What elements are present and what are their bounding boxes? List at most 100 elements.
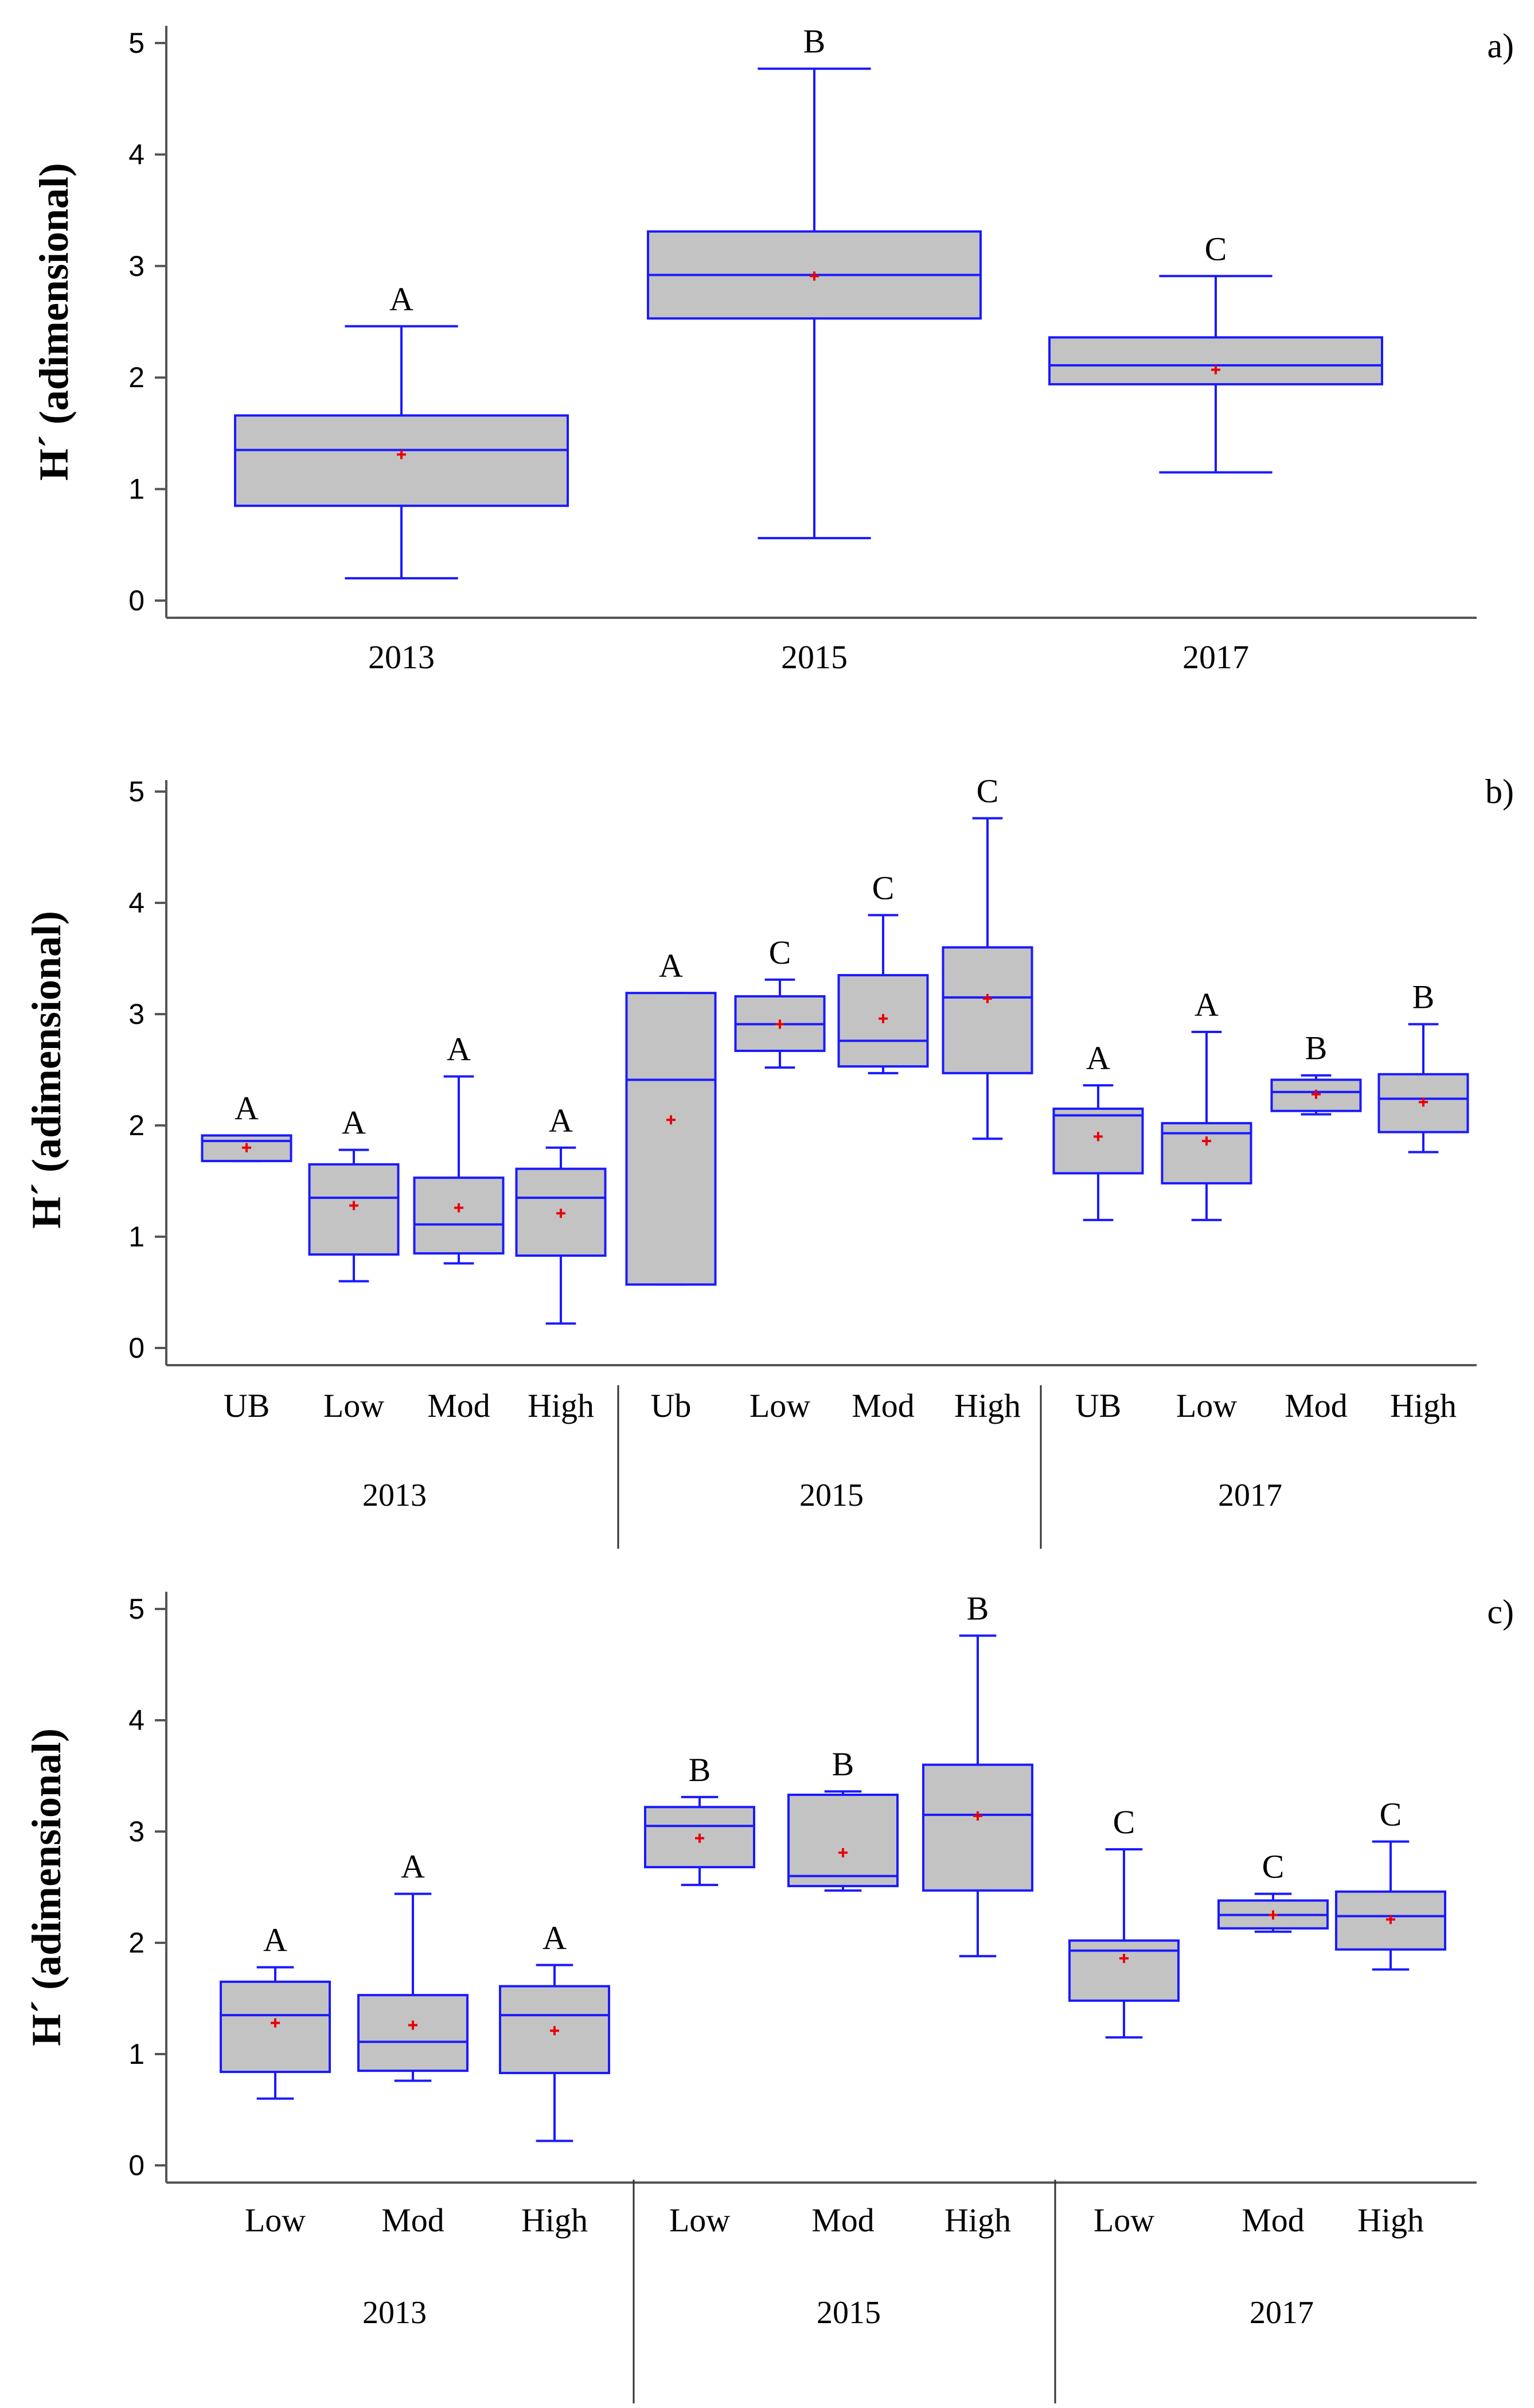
box-8: C High [1335,1795,1446,2239]
panel-b: 0 1 2 3 4 5 H´ (adimensional) b) A UB A Low A Mod A Hig… [24,773,1514,1549]
y-tick-label: 1 [128,473,145,505]
significance-letter: A [342,1104,366,1141]
box-5: B High [922,1590,1033,2239]
box-7: C High [942,773,1033,1424]
x-tick-label: Low [1094,2202,1154,2239]
x-tick-label: Mod [427,1387,490,1424]
box-0: A UB [201,1089,292,1424]
iqr-box [625,992,717,1286]
significance-letter: A [659,947,683,984]
y-tick-label: 5 [128,27,145,59]
x-tick-label: Low [323,1387,384,1424]
significance-letter: B [803,23,826,60]
y-tick-label: 2 [128,361,145,393]
box-2: C 2017 [1048,230,1383,676]
significance-letter: A [235,1089,259,1127]
box-10: B Mod [1270,1030,1362,1424]
x-tick-label: 2017 [1182,638,1249,676]
panel-c: 0 1 2 3 4 5 H´ (adimensional) c) A Low A Mod A High B L… [24,1590,1514,2403]
box-4: B Mod [787,1745,899,2239]
x-tick-label: Mod [852,1387,915,1424]
panel-a: 0 1 2 3 4 5 H´ (adimensional) a) A 2013 B 2015 C 2017 [31,23,1514,676]
significance-letter: C [769,934,791,971]
significance-letter: A [447,1031,471,1068]
significance-letter: C [1380,1795,1402,1833]
significance-letter: B [689,1751,711,1789]
x-tick-label: Low [1176,1387,1237,1424]
box-4: A Ub [625,947,717,1424]
y-axis-title: H´ (adimensional) [24,1728,69,2046]
box-6: C Low [1068,1803,1180,2239]
significance-letter: A [389,280,413,318]
panel-tag: c) [1487,1593,1514,1631]
significance-letter: B [967,1590,989,1627]
panel-tag: b) [1485,773,1514,811]
y-tick-label: 1 [128,2038,145,2070]
box-0: A Low [220,1922,331,2239]
y-axis-title: H´ (adimensional) [24,911,69,1229]
group-label: 2015 [817,2295,881,2331]
significance-letter: A [549,1102,573,1139]
y-tick-label: 2 [128,1927,145,1959]
y-tick-label: 4 [128,1704,145,1736]
panel-tag: a) [1487,27,1514,65]
box-11: B High [1377,978,1469,1424]
y-tick-label: 0 [128,2149,145,2181]
y-tick-label: 5 [128,776,145,808]
significance-letter: A [1195,986,1219,1023]
x-tick-label: Low [669,2202,730,2239]
box-1: B 2015 [647,23,982,676]
x-tick-label: 2015 [781,638,848,676]
x-tick-label: High [1357,2202,1424,2239]
box-8: A UB [1052,1039,1144,1424]
x-tick-label: High [954,1387,1021,1424]
x-tick-label: Mod [381,2202,444,2239]
iqr-box [413,1176,505,1255]
x-tick-label: Mod [1285,1387,1348,1424]
y-tick-label: 4 [128,138,145,170]
y-tick-label: 3 [128,1815,145,1848]
iqr-box [357,1994,469,2072]
box-2: A High [499,1919,610,2239]
x-tick-label: Low [245,2202,306,2239]
box-9: A Low [1161,986,1252,1424]
box-1: A Mod [357,1848,469,2239]
box-1: A Low [308,1104,400,1424]
significance-letter: C [872,869,895,906]
group-label: 2013 [362,1478,427,1513]
significance-letter: C [1262,1848,1285,1885]
box-6: C Mod [837,869,929,1424]
y-tick-label: 5 [128,1593,145,1625]
x-tick-label: Mod [1242,2202,1305,2239]
box-0: A 2013 [234,280,569,676]
y-axis-title: H´ (adimensional) [31,163,77,481]
x-tick-label: Mod [811,2202,875,2239]
significance-letter: C [1205,230,1227,267]
significance-letter: C [1113,1803,1135,1841]
y-tick-label: 1 [128,1221,145,1253]
box-3: B Low [644,1751,755,2239]
iqr-box [1048,336,1383,385]
y-tick-label: 0 [128,585,145,617]
y-tick-label: 3 [128,250,145,282]
box-5: C Low [734,934,826,1424]
x-tick-label: UB [1075,1387,1122,1424]
x-tick-label: Ub [651,1387,692,1424]
iqr-box [942,946,1033,1074]
iqr-box [787,1793,899,1888]
significance-letter: A [401,1848,425,1885]
x-tick-label: High [528,1387,594,1424]
y-tick-label: 0 [128,1332,145,1364]
group-label: 2013 [362,2295,427,2331]
x-tick-label: High [944,2202,1011,2239]
y-tick-label: 2 [128,1109,145,1141]
x-tick-label: High [521,2202,588,2239]
significance-letter: A [1086,1039,1110,1077]
iqr-box [234,414,569,507]
box-2: A Mod [413,1031,505,1424]
x-tick-label: 2013 [368,638,435,676]
group-label: 2015 [799,1478,864,1513]
significance-letter: A [263,1922,287,1959]
group-label: 2017 [1250,2295,1314,2331]
